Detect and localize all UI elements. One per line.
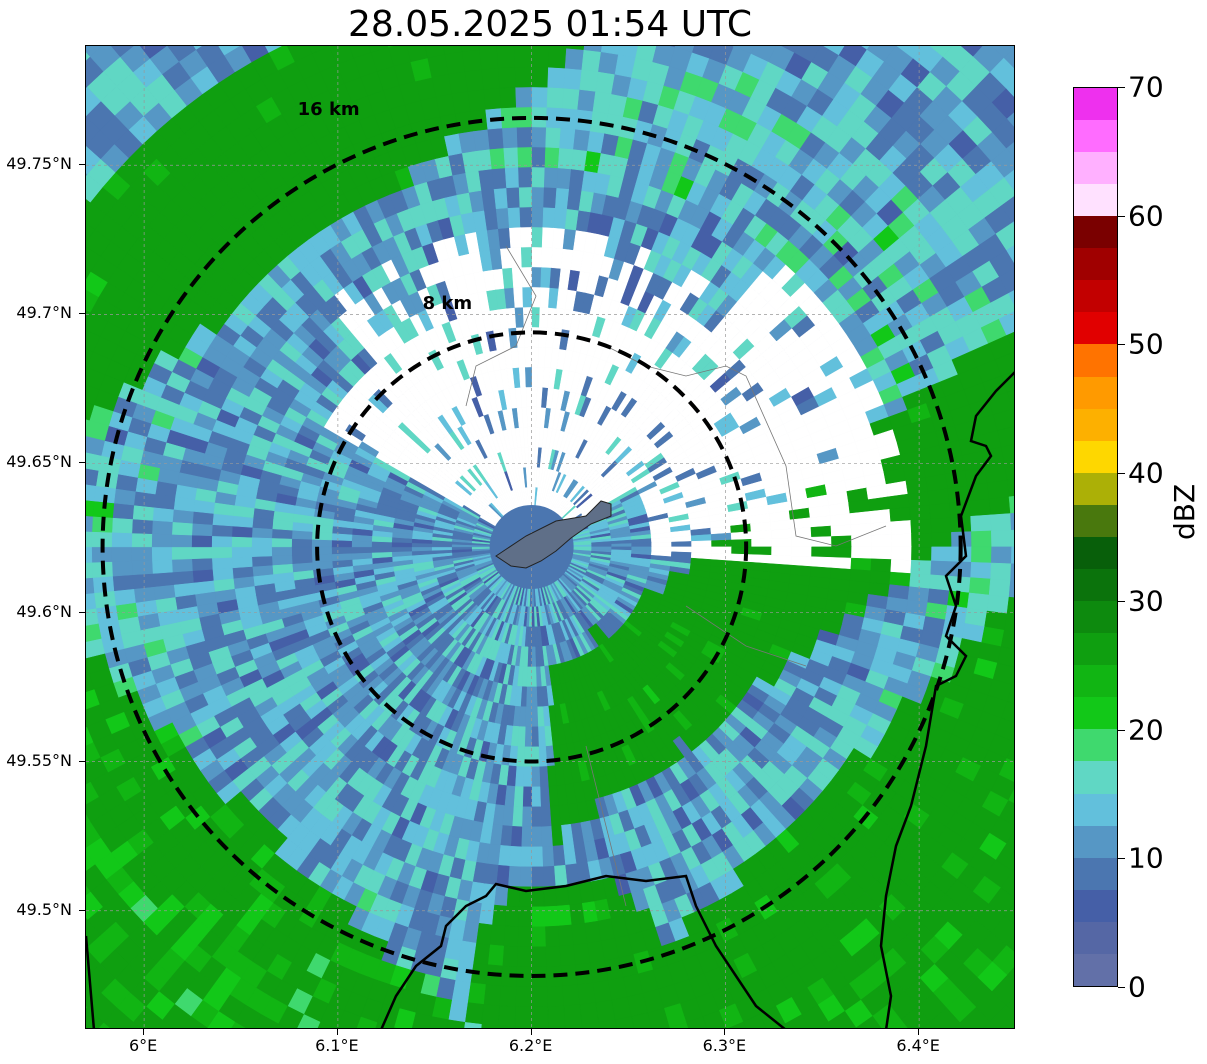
x-tick-label: 6.2°E	[508, 1036, 553, 1055]
y-tick-label: 49.55°N	[6, 750, 72, 770]
y-tick-label: 49.65°N	[6, 452, 72, 472]
range-ring-8km	[315, 330, 749, 764]
x-tick-mark	[918, 1029, 920, 1035]
colorbar-segment	[1074, 216, 1117, 249]
colorbar-segment	[1074, 408, 1117, 441]
reflectivity-field	[86, 46, 1014, 1028]
x-tick-label: 6°E	[128, 1036, 158, 1055]
colorbar-tick-mark	[1118, 987, 1125, 988]
colorbar-segment	[1074, 761, 1117, 794]
colorbar-segment	[1074, 472, 1117, 505]
colorbar-tick-mark	[1118, 87, 1125, 88]
colorbar-label: dBZ	[1168, 483, 1201, 540]
colorbar-tick-label: 40	[1128, 456, 1164, 490]
y-tick-label: 49.6°N	[16, 601, 72, 621]
colorbar-tick-label: 50	[1128, 327, 1164, 361]
y-tick-mark	[79, 462, 85, 464]
colorbar-segment	[1074, 504, 1117, 537]
radar-map[interactable]	[85, 45, 1015, 1029]
colorbar-segment	[1074, 344, 1117, 377]
colorbar-tick-label: 0	[1128, 970, 1146, 1004]
colorbar-segment	[1074, 793, 1117, 826]
x-tick-mark	[724, 1029, 726, 1035]
range-ring-label-8km: 8 km	[422, 293, 473, 315]
colorbar-tick-label: 60	[1128, 199, 1164, 233]
y-tick-mark	[79, 909, 85, 911]
colorbar-segment	[1074, 119, 1117, 152]
country-border	[86, 371, 1014, 1028]
colorbar-tick-label: 10	[1128, 841, 1164, 875]
colorbar-segment	[1074, 440, 1117, 473]
colorbar-segment	[1074, 633, 1117, 666]
range-ring-16km	[100, 115, 963, 978]
y-tick-label: 49.7°N	[16, 303, 72, 323]
colorbar-segment	[1074, 536, 1117, 569]
colorbar-tick-mark	[1118, 601, 1125, 603]
colorbar-segment	[1074, 729, 1117, 762]
y-tick-mark	[79, 760, 85, 762]
colorbar-tick-mark	[1118, 729, 1125, 731]
colorbar-segment	[1074, 568, 1117, 602]
y-tick-mark	[79, 164, 85, 166]
colorbar-segment	[1074, 87, 1117, 120]
colorbar-tick-mark	[1118, 858, 1125, 860]
y-tick-mark	[79, 611, 85, 613]
y-tick-label: 49.5°N	[16, 899, 72, 919]
colorbar-segment	[1074, 889, 1117, 922]
x-tick-label: 6.4°E	[896, 1036, 940, 1055]
colorbar-tick-label: 70	[1128, 70, 1164, 104]
colorbar-segment	[1074, 184, 1117, 217]
colorbar-segment	[1074, 248, 1117, 281]
map-canvas	[86, 46, 1014, 1028]
colorbar-segment	[1074, 376, 1117, 409]
x-tick-mark	[530, 1029, 532, 1035]
colorbar-segment	[1074, 857, 1117, 890]
x-tick-mark	[336, 1029, 338, 1035]
colorbar-segment	[1074, 697, 1117, 730]
colorbar-tick-label: 20	[1128, 713, 1164, 747]
city-outline	[495, 500, 612, 569]
colorbar-tick-mark	[1118, 472, 1125, 474]
colorbar-segment	[1074, 601, 1117, 634]
x-tick-label: 6.3°E	[702, 1036, 747, 1055]
colorbar-tick-label: 30	[1128, 584, 1164, 618]
colorbar-segment	[1074, 280, 1117, 313]
x-tick-mark	[143, 1029, 145, 1035]
colorbar-tick-mark	[1118, 215, 1125, 217]
x-tick-label: 6.1°E	[315, 1036, 359, 1055]
colorbar-segment	[1074, 665, 1117, 698]
colorbar-segment	[1074, 953, 1117, 986]
colorbar-tick-mark	[1118, 344, 1125, 346]
colorbar-segment	[1074, 151, 1117, 185]
y-tick-label: 49.75°N	[6, 154, 72, 174]
range-ring-label-16km: 16 km	[297, 98, 360, 120]
colorbar-segment	[1074, 312, 1117, 345]
municipal-boundaries	[465, 245, 887, 907]
y-tick-mark	[79, 313, 85, 315]
colorbar	[1073, 87, 1118, 987]
colorbar-segment	[1074, 825, 1117, 858]
colorbar-segment	[1074, 921, 1117, 954]
chart-title: 28.05.2025 01:54 UTC	[347, 4, 753, 45]
